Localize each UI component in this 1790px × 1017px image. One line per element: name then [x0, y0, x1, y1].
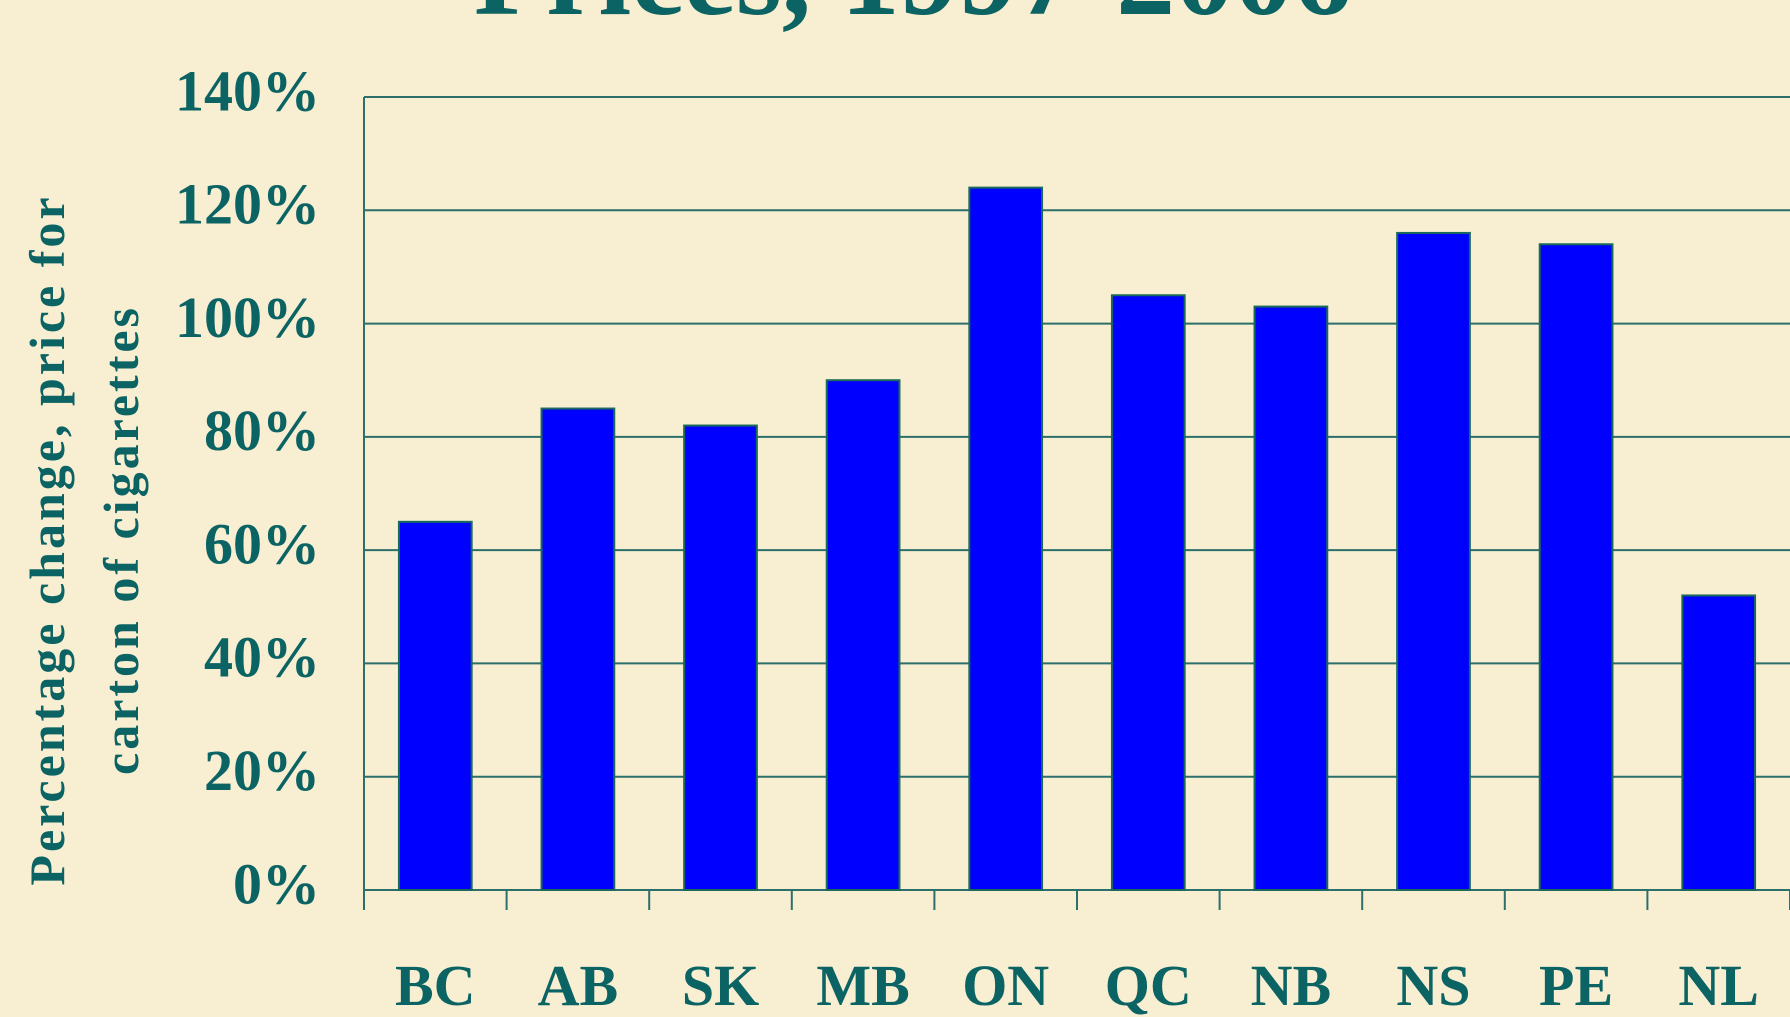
bar [540, 407, 616, 891]
x-tick-label: BC [395, 953, 476, 1017]
y-tick-label: 20% [204, 738, 320, 803]
x-tick-label: NB [1251, 953, 1332, 1017]
y-tick-label: 0% [233, 851, 320, 916]
bar [1253, 305, 1329, 892]
y-tick-label: 100% [175, 285, 320, 350]
bar [1110, 294, 1186, 891]
bar [825, 379, 901, 891]
bar [1681, 594, 1757, 891]
bar [1396, 231, 1471, 891]
bar [1538, 243, 1614, 891]
y-tick-label: 120% [175, 172, 320, 237]
x-tick-label: QC [1105, 953, 1192, 1017]
x-tick-label: MB [816, 953, 909, 1017]
y-axis-title-line: carton of cigarettes [93, 305, 149, 775]
x-tick-label: NS [1396, 953, 1470, 1017]
y-tick-label: 80% [204, 398, 320, 463]
y-axis-title: Percentage change, price for carton of c… [19, 194, 149, 885]
bar [683, 424, 758, 891]
y-tick-label: 40% [204, 625, 320, 690]
x-tick-label: SK [682, 953, 759, 1017]
y-tick-label: 140% [175, 58, 320, 123]
bar [968, 186, 1044, 891]
y-axis-title-line: Percentage change, price for [19, 194, 75, 885]
x-tick-label: AB [538, 953, 619, 1017]
chart-title: Prices, 1997-2006 [474, 0, 1352, 40]
y-tick-label: 60% [204, 511, 320, 576]
bar [397, 520, 473, 891]
x-tick-label: PE [1539, 953, 1613, 1017]
x-tick-label: NL [1678, 953, 1759, 1017]
x-tick-label: ON [962, 953, 1049, 1017]
